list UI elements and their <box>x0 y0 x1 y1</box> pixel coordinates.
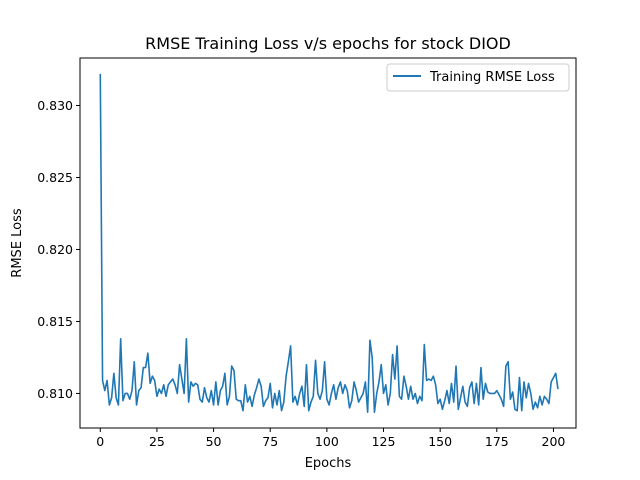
y-tick-label: 0.810 <box>37 386 73 401</box>
x-tick-label: 150 <box>428 434 452 449</box>
plot-area <box>79 57 577 429</box>
x-tick-label: 75 <box>262 434 278 449</box>
legend: Training RMSE Loss <box>386 63 570 92</box>
x-axis-ticks: 0 25 50 75 100 125 150 175 200 <box>96 428 565 449</box>
x-axis-label: Epochs <box>305 456 352 471</box>
chart-title: RMSE Training Loss v/s epochs for stock … <box>145 34 511 53</box>
x-tick-label: 100 <box>315 434 339 449</box>
y-tick-label: 0.815 <box>37 314 73 329</box>
x-tick-label: 175 <box>485 434 509 449</box>
y-tick-label: 0.820 <box>37 242 73 257</box>
x-tick-label: 0 <box>96 434 104 449</box>
y-tick-label: 0.830 <box>37 98 73 113</box>
series-line-training-rmse-loss <box>99 73 559 413</box>
x-tick-label: 125 <box>372 434 396 449</box>
y-tick-label: 0.825 <box>37 170 73 185</box>
legend-label: Training RMSE Loss <box>429 70 555 85</box>
legend-box <box>386 63 570 92</box>
x-tick-label: 50 <box>206 434 222 449</box>
y-axis-label: RMSE Loss <box>10 208 25 278</box>
y-axis-ticks: 0.810 0.815 0.820 0.825 0.830 <box>37 98 80 401</box>
x-tick-label: 25 <box>149 434 165 449</box>
axes-frame <box>79 57 577 429</box>
x-tick-label: 200 <box>542 434 566 449</box>
